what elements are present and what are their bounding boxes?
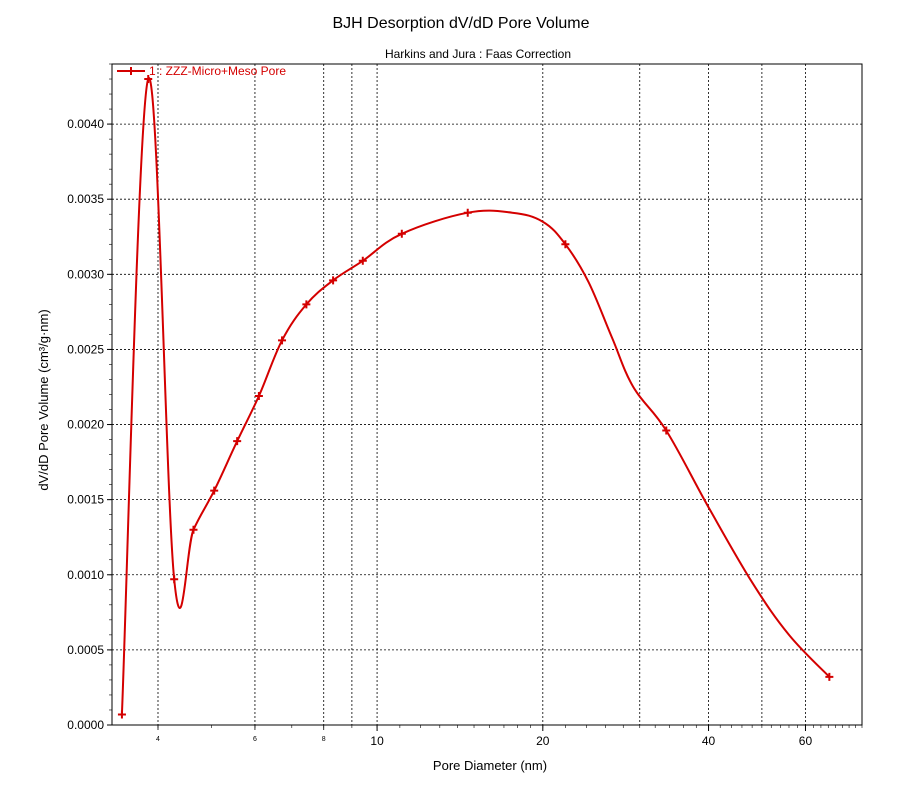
y-tick-label: 0.0040 <box>67 117 104 131</box>
x-tick-label: 10 <box>370 734 384 748</box>
data-point <box>254 392 263 401</box>
x-tick-label: 6 <box>253 736 257 743</box>
data-point <box>144 75 153 84</box>
axes: 0.0000 0.0005 0.0010 0.0015 0.0020 0.0025 0.00… <box>67 63 863 748</box>
x-tick-label: 60 <box>799 734 813 748</box>
data-point <box>210 486 219 495</box>
y-tick-label: 0.0015 <box>67 493 104 507</box>
legend-label: 1 : ZZZ-Micro+Meso Pore <box>149 64 286 78</box>
series-layer <box>117 75 834 719</box>
legend-marker <box>127 67 135 75</box>
chart-subtitle: Harkins and Jura : Faas Correction <box>385 47 571 61</box>
y-tick-label: 0.0000 <box>67 718 104 732</box>
series-line <box>120 77 831 715</box>
data-point <box>117 710 126 719</box>
plot-area <box>111 63 863 726</box>
data-point <box>302 300 311 309</box>
legend: 1 : ZZZ-Micro+Meso Pore <box>117 64 286 78</box>
data-point <box>358 256 367 265</box>
y-axis-label: dV/dD Pore Volume (cm³/g·nm) <box>36 309 51 490</box>
data-point <box>397 229 406 238</box>
y-tick-label: 0.0020 <box>67 418 104 432</box>
data-point <box>561 240 570 249</box>
x-tick-label: 8 <box>322 736 326 743</box>
x-tick-label: 40 <box>702 734 716 748</box>
data-point <box>170 575 179 584</box>
data-point <box>189 525 198 534</box>
data-point <box>233 437 242 446</box>
x-tick-label: 4 <box>156 736 160 743</box>
grid <box>112 64 862 725</box>
y-tick-label: 0.0010 <box>67 568 104 582</box>
data-point <box>825 672 834 681</box>
data-point <box>463 208 472 217</box>
y-tick-label: 0.0035 <box>67 192 104 206</box>
x-axis-label: Pore Diameter (nm) <box>433 758 547 773</box>
x-tick-label: 20 <box>536 734 550 748</box>
y-tick-label: 0.0005 <box>67 643 104 657</box>
chart-title: BJH Desorption dV/dD Pore Volume <box>332 15 589 32</box>
data-point <box>278 336 287 345</box>
y-tick-label: 0.0030 <box>67 267 104 281</box>
data-point <box>329 276 338 285</box>
data-point <box>662 426 671 435</box>
y-tick-label: 0.0025 <box>67 342 104 356</box>
